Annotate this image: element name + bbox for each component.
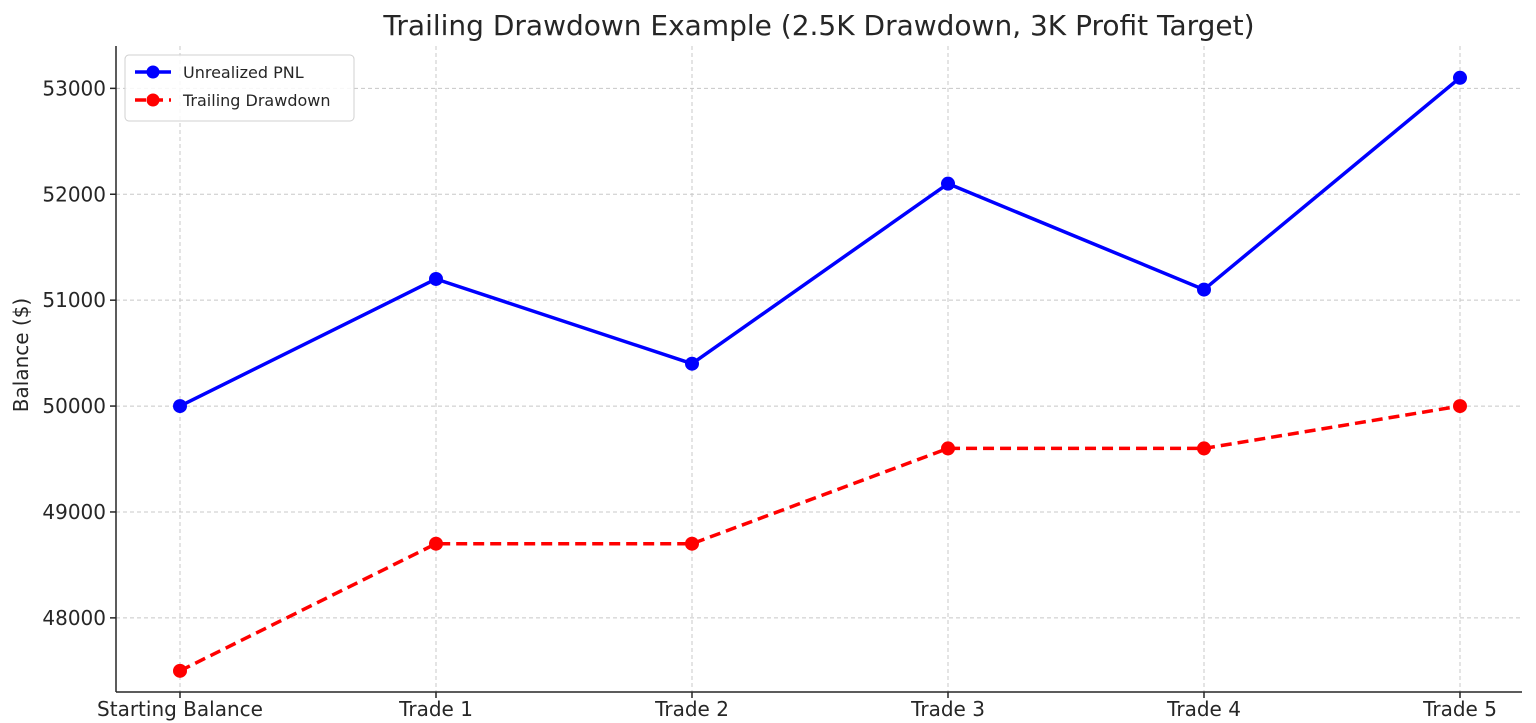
x-tick-label: Trade 2 xyxy=(654,697,729,721)
legend-box xyxy=(124,54,355,122)
y-axis-label: Balance ($) xyxy=(9,298,33,412)
y-tick-label: 49000 xyxy=(42,500,106,524)
y-tick-label: 51000 xyxy=(42,288,106,312)
series-layer xyxy=(173,70,1467,678)
series-line xyxy=(179,404,1461,673)
x-tick-label: Trade 1 xyxy=(398,697,473,721)
legend-label: Unrealized PNL xyxy=(183,63,304,82)
grid-layer xyxy=(116,46,1522,692)
x-tick-label: Starting Balance xyxy=(97,697,263,721)
series-line xyxy=(179,76,1462,408)
data-point xyxy=(173,663,187,678)
x-tick-label: Trade 4 xyxy=(1166,697,1241,721)
y-tick-label: 52000 xyxy=(42,182,106,206)
legend-item: Unrealized PNL xyxy=(135,63,304,82)
legend: Unrealized PNL Trailing Drawdown xyxy=(124,54,355,122)
data-point xyxy=(429,536,443,551)
data-point xyxy=(1197,441,1211,456)
series-trailing-drawdown xyxy=(173,399,1467,678)
axes-layer: 48000 49000 50000 51000 52000 53000 Starting B… xyxy=(42,46,1522,721)
y-tick-label: 50000 xyxy=(42,394,106,418)
data-point xyxy=(1453,399,1467,414)
data-point xyxy=(173,399,187,414)
data-point xyxy=(1453,70,1467,85)
x-tick-label: Trade 5 xyxy=(1422,697,1497,721)
data-point xyxy=(1197,282,1211,297)
y-tick-label: 48000 xyxy=(42,606,106,630)
legend-marker xyxy=(146,93,160,107)
data-point xyxy=(685,356,699,371)
data-point xyxy=(941,441,955,456)
legend-marker xyxy=(146,65,160,79)
legend-label: Trailing Drawdown xyxy=(182,91,330,110)
legend-item: Trailing Drawdown xyxy=(135,91,330,110)
series-unrealized-pnl xyxy=(173,70,1467,414)
data-point xyxy=(685,536,699,551)
data-point xyxy=(941,176,955,191)
y-tick-label: 53000 xyxy=(42,76,106,100)
data-point xyxy=(429,271,443,286)
chart-title: Trailing Drawdown Example (2.5K Drawdown… xyxy=(382,9,1254,42)
x-tick-label: Trade 3 xyxy=(910,697,985,721)
